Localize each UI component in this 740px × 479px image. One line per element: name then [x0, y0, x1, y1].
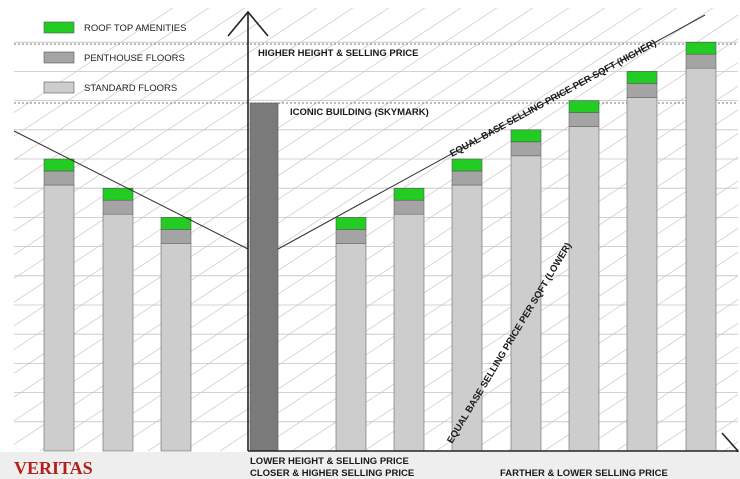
roof-top-amenities	[451, 158, 483, 172]
brand-logo: VERITAS	[14, 458, 93, 478]
building-left-2	[102, 187, 134, 452]
building-right-7	[685, 41, 717, 452]
hatch-line	[14, 8, 462, 303]
hatch-line	[14, 8, 210, 137]
standard-floors	[510, 155, 542, 452]
roof-top-amenities	[626, 71, 658, 84]
hatch-line	[39, 8, 714, 451]
hatch-line	[14, 8, 426, 279]
legend-label-roof: ROOF TOP AMENITIES	[84, 23, 186, 34]
building-right-5	[568, 100, 600, 452]
building-right-6	[626, 71, 658, 452]
building-right-2	[393, 187, 425, 452]
hatch-line	[75, 14, 738, 451]
penthouse-floors	[510, 141, 542, 157]
roof-top-amenities	[43, 158, 75, 172]
building-left-1	[43, 158, 75, 452]
building-right-1	[335, 217, 367, 452]
legend-label-standard: STANDARD FLOORS	[84, 83, 177, 94]
hatch-line	[723, 441, 738, 451]
hatch-line	[14, 8, 534, 351]
hatch-line	[615, 370, 738, 451]
hatch-line	[255, 133, 738, 451]
penthouse-floors	[102, 199, 134, 215]
building-right-3	[451, 158, 483, 452]
standard-floors	[160, 243, 192, 452]
legend: ROOF TOP AMENITIES PENTHOUSE FLOORS STAN…	[43, 21, 186, 94]
standard-floors	[43, 184, 75, 452]
standard-floors	[568, 126, 600, 452]
hatch-line	[543, 322, 738, 451]
hatch-line	[435, 251, 738, 451]
building-right-4	[510, 129, 542, 452]
hatch-line	[14, 8, 318, 208]
equal-price-line-right	[277, 14, 706, 250]
penthouse-floors	[160, 229, 192, 244]
equal-price-line-left	[13, 130, 249, 250]
hatch-line	[14, 8, 570, 374]
hatch-line	[14, 8, 282, 185]
bottom-strip	[0, 452, 740, 479]
hatch-line	[14, 8, 642, 422]
iconic-building-label: ICONIC BUILDING (SKYMARK)	[290, 107, 429, 118]
legend-label-penthouse: PENTHOUSE FLOORS	[84, 53, 185, 64]
standard-floors	[626, 97, 658, 452]
standard-floors	[102, 213, 134, 452]
vertical-axis-arrow	[227, 10, 269, 37]
standard-floors	[685, 67, 717, 452]
legend-swatch-standard	[43, 81, 75, 94]
roof-top-amenities	[335, 217, 367, 230]
building-left-3	[160, 217, 192, 452]
penthouse-floors	[393, 199, 425, 215]
hatch-line	[327, 180, 738, 451]
penthouse-floors	[626, 83, 658, 98]
standard-floors	[451, 184, 483, 452]
penthouse-floors	[685, 53, 717, 69]
closer-price-label: CLOSER & HIGHER SELLING PRICE	[250, 468, 414, 479]
buildings	[43, 41, 717, 452]
legend-swatch-roof	[43, 21, 75, 34]
hatch-line	[14, 8, 354, 232]
farther-price-label: FARTHER & LOWER SELLING PRICE	[500, 468, 668, 479]
roof-top-amenities	[568, 100, 600, 113]
roof-top-amenities	[393, 187, 425, 201]
hatch-line	[14, 8, 174, 113]
standard-floors	[335, 243, 367, 452]
standard-floors	[393, 213, 425, 452]
penthouse-floors	[43, 170, 75, 186]
iconic-building	[249, 102, 279, 452]
penthouse-floors	[451, 170, 483, 186]
penthouse-floors	[335, 229, 367, 244]
roof-top-amenities	[510, 129, 542, 143]
roof-top-amenities	[102, 187, 134, 201]
higher-height-label: HIGHER HEIGHT & SELLING PRICE	[258, 48, 418, 59]
roof-top-amenities	[160, 217, 192, 230]
penthouse-floors	[568, 112, 600, 127]
lower-height-label: LOWER HEIGHT & SELLING PRICE	[250, 456, 409, 467]
hatch-line	[14, 8, 246, 161]
floor-gridlines	[14, 41, 738, 423]
legend-swatch-penthouse	[43, 51, 75, 64]
roof-top-amenities	[685, 41, 717, 55]
hatch-line	[507, 299, 738, 451]
